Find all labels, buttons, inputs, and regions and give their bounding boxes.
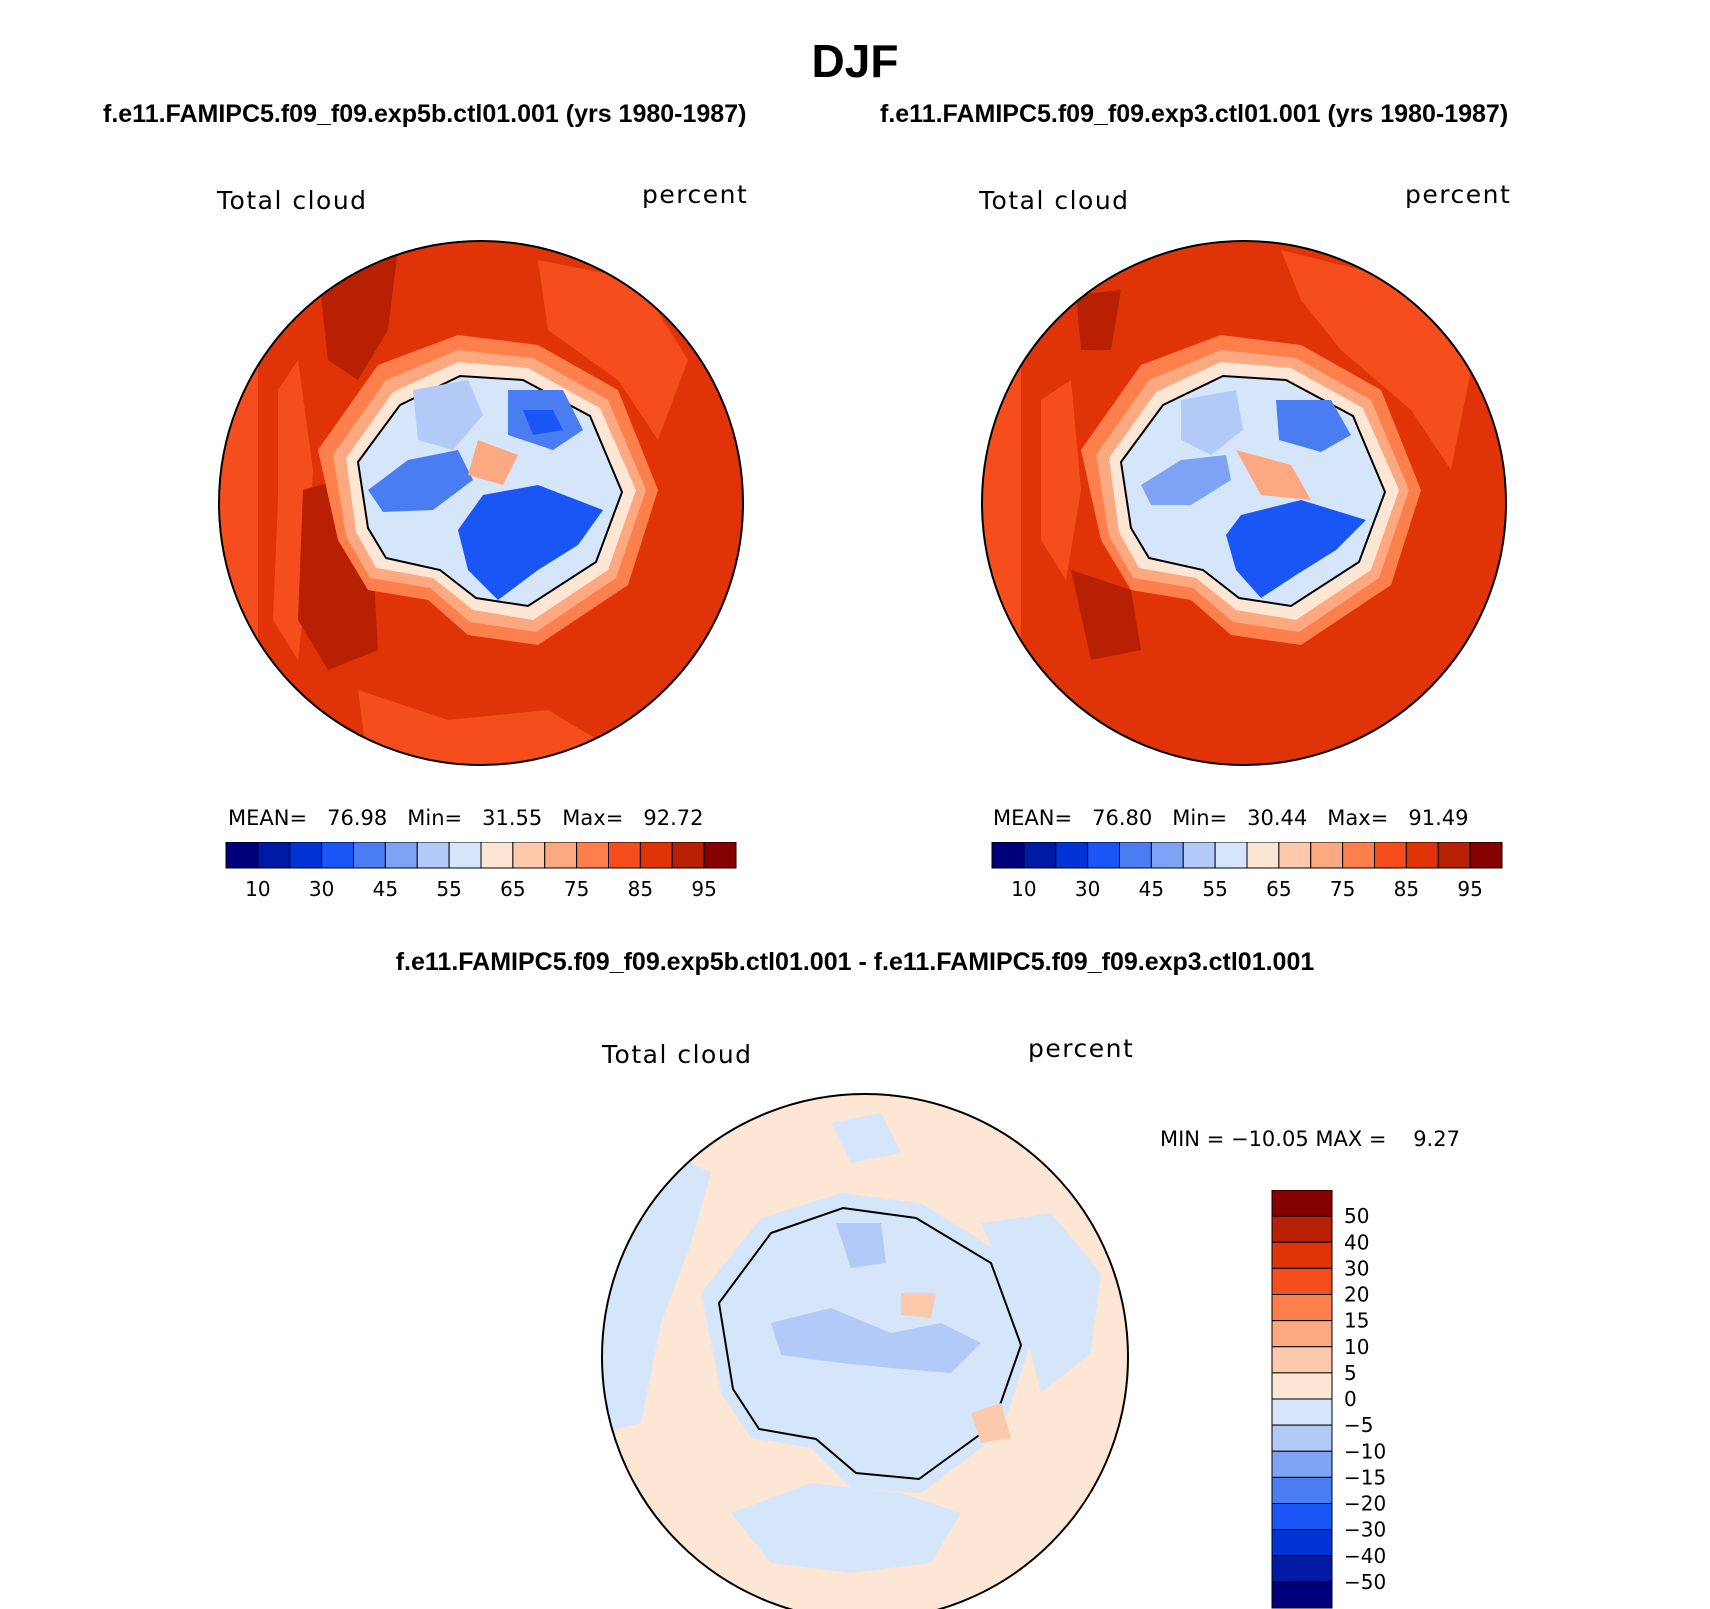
colorbar-tick-label: −40 [1344,1544,1386,1568]
difference-polar-map [601,1093,1129,1609]
colorbar-tick-label: 15 [1344,1309,1369,1333]
colorbar-box [576,842,609,869]
colorbar-box [1271,1398,1333,1426]
colorbar-tick-label: 0 [1344,1387,1357,1411]
colorbar-box [1214,842,1248,869]
colorbar-box [1246,842,1280,869]
colorbar-box [1271,1450,1333,1478]
colorbar-box [991,842,1025,869]
colorbar-box [512,842,546,869]
colorbar-box [1310,842,1344,869]
colorbar-box [1271,1476,1333,1504]
colorbar-box [1374,842,1407,869]
colorbar-tick-label: 10 [1011,877,1036,901]
colorbar-box [1271,1294,1333,1322]
colorbar-box [1271,1503,1333,1531]
right-polar-map [981,240,1507,766]
colorbar-box [1271,1555,1333,1583]
colorbar-box [608,842,641,869]
colorbar-tick-label: 55 [436,877,461,901]
colorbar-box [1271,1267,1333,1295]
left-units-label: percent [642,180,749,209]
colorbar-tick-label: −20 [1344,1492,1386,1516]
colorbar-box [1023,842,1057,869]
colorbar-box [1182,842,1216,869]
colorbar-box [1405,842,1439,869]
colorbar-box [1150,842,1184,869]
colorbar-tick-label: 55 [1202,877,1227,901]
colorbar-box [639,842,673,869]
right-case-title: f.e11.FAMIPC5.f09_f09.exp3.ctl01.001 (yr… [880,100,1509,128]
colorbar-box [1119,842,1152,869]
colorbar-tick-label: 95 [1457,877,1482,901]
colorbar-box [416,842,450,869]
colorbar-tick-label: 85 [628,877,653,901]
colorbar-box [1437,842,1471,869]
colorbar-box [321,842,354,869]
colorbar-box [1271,1529,1333,1557]
colorbar-box [544,842,578,869]
right-field-label: Total cloud [979,186,1130,215]
colorbar-box [1271,1320,1333,1348]
colorbar-tick-label: 45 [1139,877,1164,901]
difference-title: f.e11.FAMIPC5.f09_f09.exp5b.ctl01.001 - … [395,948,1315,976]
colorbar-tick-label: 10 [245,877,270,901]
colorbar-box [384,842,418,869]
colorbar-tick-label: −10 [1344,1439,1386,1463]
colorbar-tick-label: −5 [1344,1413,1373,1437]
colorbar-tick-label: 45 [373,877,398,901]
colorbar-tick-label: 30 [1075,877,1100,901]
left-polar-map [218,240,744,766]
colorbar-tick-label: 50 [1344,1204,1369,1228]
left-case-title: f.e11.FAMIPC5.f09_f09.exp5b.ctl01.001 (y… [103,100,747,128]
colorbar-tick-label: 95 [691,877,716,901]
colorbar-box [671,842,705,869]
colorbar-tick-label: −50 [1344,1570,1386,1594]
diff-units-label: percent [1028,1034,1135,1063]
colorbar-box [353,842,386,869]
colorbar-box [1271,1241,1333,1269]
colorbar-tick-label: 65 [500,877,525,901]
diff-field-label: Total cloud [602,1040,753,1069]
colorbar-box [225,842,259,869]
right-colorbar: 10 30 45 55 65 75 85 95 [991,842,1503,901]
colorbar-tick-label: 5 [1344,1361,1357,1385]
colorbar-tick-label: 75 [564,877,589,901]
colorbar-box [1087,842,1120,869]
colorbar-tick-label: 40 [1344,1230,1369,1254]
right-units-label: percent [1405,180,1512,209]
colorbar-box [1271,1346,1333,1374]
colorbar-tick-label: 30 [309,877,334,901]
colorbar-box [1055,842,1089,869]
colorbar-box [289,842,323,869]
colorbar-tick-label: 75 [1330,877,1355,901]
colorbar-box [257,842,291,869]
diff-min-max: MIN = −10.05 MAX = 9.27 [1160,1127,1460,1151]
right-stats: MEAN= 76.80 Min= 30.44 Max= 91.49 [993,806,1469,830]
colorbar-box [703,842,737,869]
colorbar-tick-label: −30 [1344,1518,1386,1542]
colorbar-tick-label: 85 [1394,877,1419,901]
left-colorbar: 10 30 45 55 65 75 85 95 [225,842,737,901]
colorbar-tick-label: 10 [1344,1335,1369,1359]
colorbar-tick-label: 20 [1344,1283,1369,1307]
colorbar-box [480,842,514,869]
colorbar-tick-label: 65 [1266,877,1291,901]
colorbar-box [1271,1424,1333,1452]
colorbar-box [448,842,482,869]
colorbar-box [1469,842,1503,869]
season-title: DJF [811,35,899,87]
left-field-label: Total cloud [217,186,368,215]
colorbar-box [1271,1372,1333,1400]
colorbar-tick-label: 30 [1344,1256,1369,1280]
colorbar-box [1271,1581,1333,1609]
colorbar-tick-label: −15 [1344,1465,1386,1489]
left-stats: MEAN= 76.98 Min= 31.55 Max= 92.72 [228,806,704,830]
colorbar-box [1271,1215,1333,1243]
colorbar-box [1342,842,1375,869]
colorbar-box [1271,1190,1333,1217]
colorbar-box [1278,842,1312,869]
